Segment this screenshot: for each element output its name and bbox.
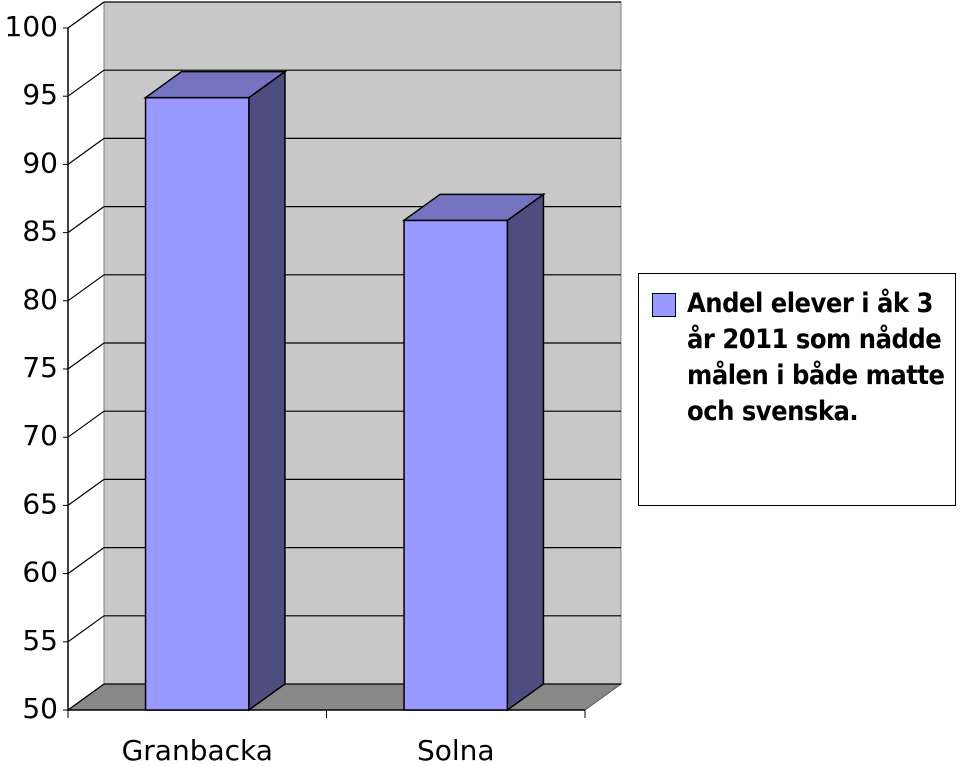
bar — [143, 70, 288, 712]
y-tick-label: 70 — [22, 419, 58, 452]
grid-line-side — [67, 274, 105, 302]
y-tick-label: 50 — [22, 692, 58, 725]
y-tick-label: 75 — [22, 351, 58, 384]
y-tick-label: 90 — [22, 146, 58, 179]
grid-line-side — [67, 683, 105, 711]
grid-line-side — [67, 137, 105, 165]
y-tick-label: 95 — [22, 78, 58, 111]
grid-line-side — [67, 1, 105, 29]
grid-line-side — [67, 206, 105, 234]
y-tick-label: 60 — [22, 556, 58, 589]
bar — [401, 192, 546, 712]
grid-line-side — [67, 342, 105, 370]
bar-side — [506, 192, 545, 712]
y-tick-label: 85 — [22, 215, 58, 248]
grid-line-side — [67, 547, 105, 575]
bar-side — [248, 70, 286, 712]
x-tick-label: Solna — [417, 734, 495, 766]
grid-line-side — [67, 69, 105, 97]
y-tick-label: 100 — [5, 10, 58, 43]
y-tick-label: 55 — [22, 624, 58, 657]
bar-top — [401, 193, 546, 222]
bar-top — [143, 70, 288, 99]
grid-line-side — [67, 615, 105, 643]
x-tick-label: Granbacka — [122, 734, 273, 766]
y-tick-label: 80 — [22, 283, 58, 316]
legend-swatch — [652, 293, 676, 317]
legend-label: Andel elever i åk 3 år 2011 som nådde må… — [687, 288, 945, 427]
legend: Andel elever i åk 3 år 2011 som nådde må… — [638, 273, 956, 506]
grid-line-side — [67, 478, 105, 506]
y-tick-label: 65 — [22, 487, 58, 520]
bar-front — [403, 219, 509, 711]
bar-front — [144, 96, 250, 711]
grid-line-side — [67, 410, 105, 438]
